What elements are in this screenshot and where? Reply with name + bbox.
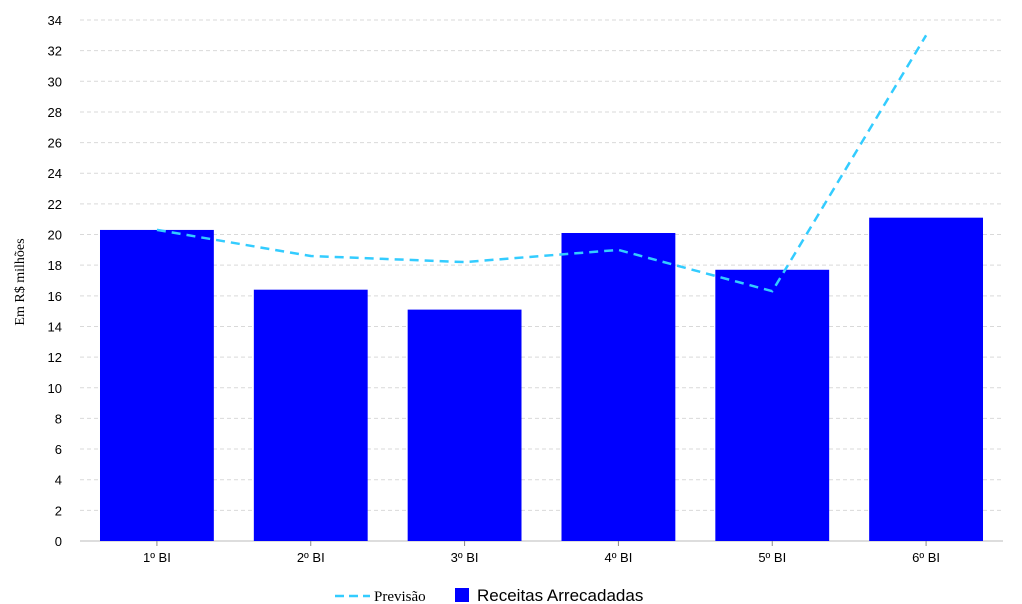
bar [407,309,522,541]
series-line-previsao [156,34,928,293]
y-tick-label: 14 [48,319,62,334]
y-tick-label: 26 [48,136,62,151]
bar [715,269,830,541]
y-tick-label: 16 [48,289,62,304]
y-tick-label: 18 [48,258,62,273]
legend-swatch-receitas [455,588,469,602]
y-tick-label: 24 [48,166,62,181]
bar [253,289,368,541]
bar [99,229,214,541]
y-tick-label: 8 [55,411,62,426]
legend-label-receitas: Receitas Arrecadadas [477,586,643,604]
y-tick-label: 34 [48,13,62,28]
x-tick-label: 4º BI [604,550,632,565]
x-tick-label: 6º BI [912,550,940,565]
x-tick-label: 1º BI [143,550,171,565]
legend: Previsão Receitas Arrecadadas [335,586,643,604]
y-tick-label: 0 [55,534,62,549]
y-axis-label: Em R$ milhões [13,238,28,325]
y-tick-label: 22 [48,197,62,212]
gridlines [80,19,1003,511]
y-tick-label: 32 [48,44,62,59]
x-tick-label: 5º BI [758,550,786,565]
legend-label-previsao: Previsão [374,589,426,604]
x-tick-label: 3º BI [451,550,479,565]
y-tick-label: 2 [55,503,62,518]
y-tick-label: 20 [48,228,62,243]
bar [869,217,984,541]
y-tick-label: 10 [48,381,62,396]
y-tick-label: 30 [48,74,62,89]
y-tick-label: 28 [48,105,62,120]
y-tick-label: 12 [48,350,62,365]
x-axis-ticks: 1º BI 2º BI 3º BI 4º BI 5º BI 6º BI [143,541,940,565]
y-tick-label: 4 [55,473,62,488]
bar [561,232,676,541]
x-tick-label: 2º BI [297,550,325,565]
bars [99,217,984,541]
y-tick-label: 6 [55,442,62,457]
